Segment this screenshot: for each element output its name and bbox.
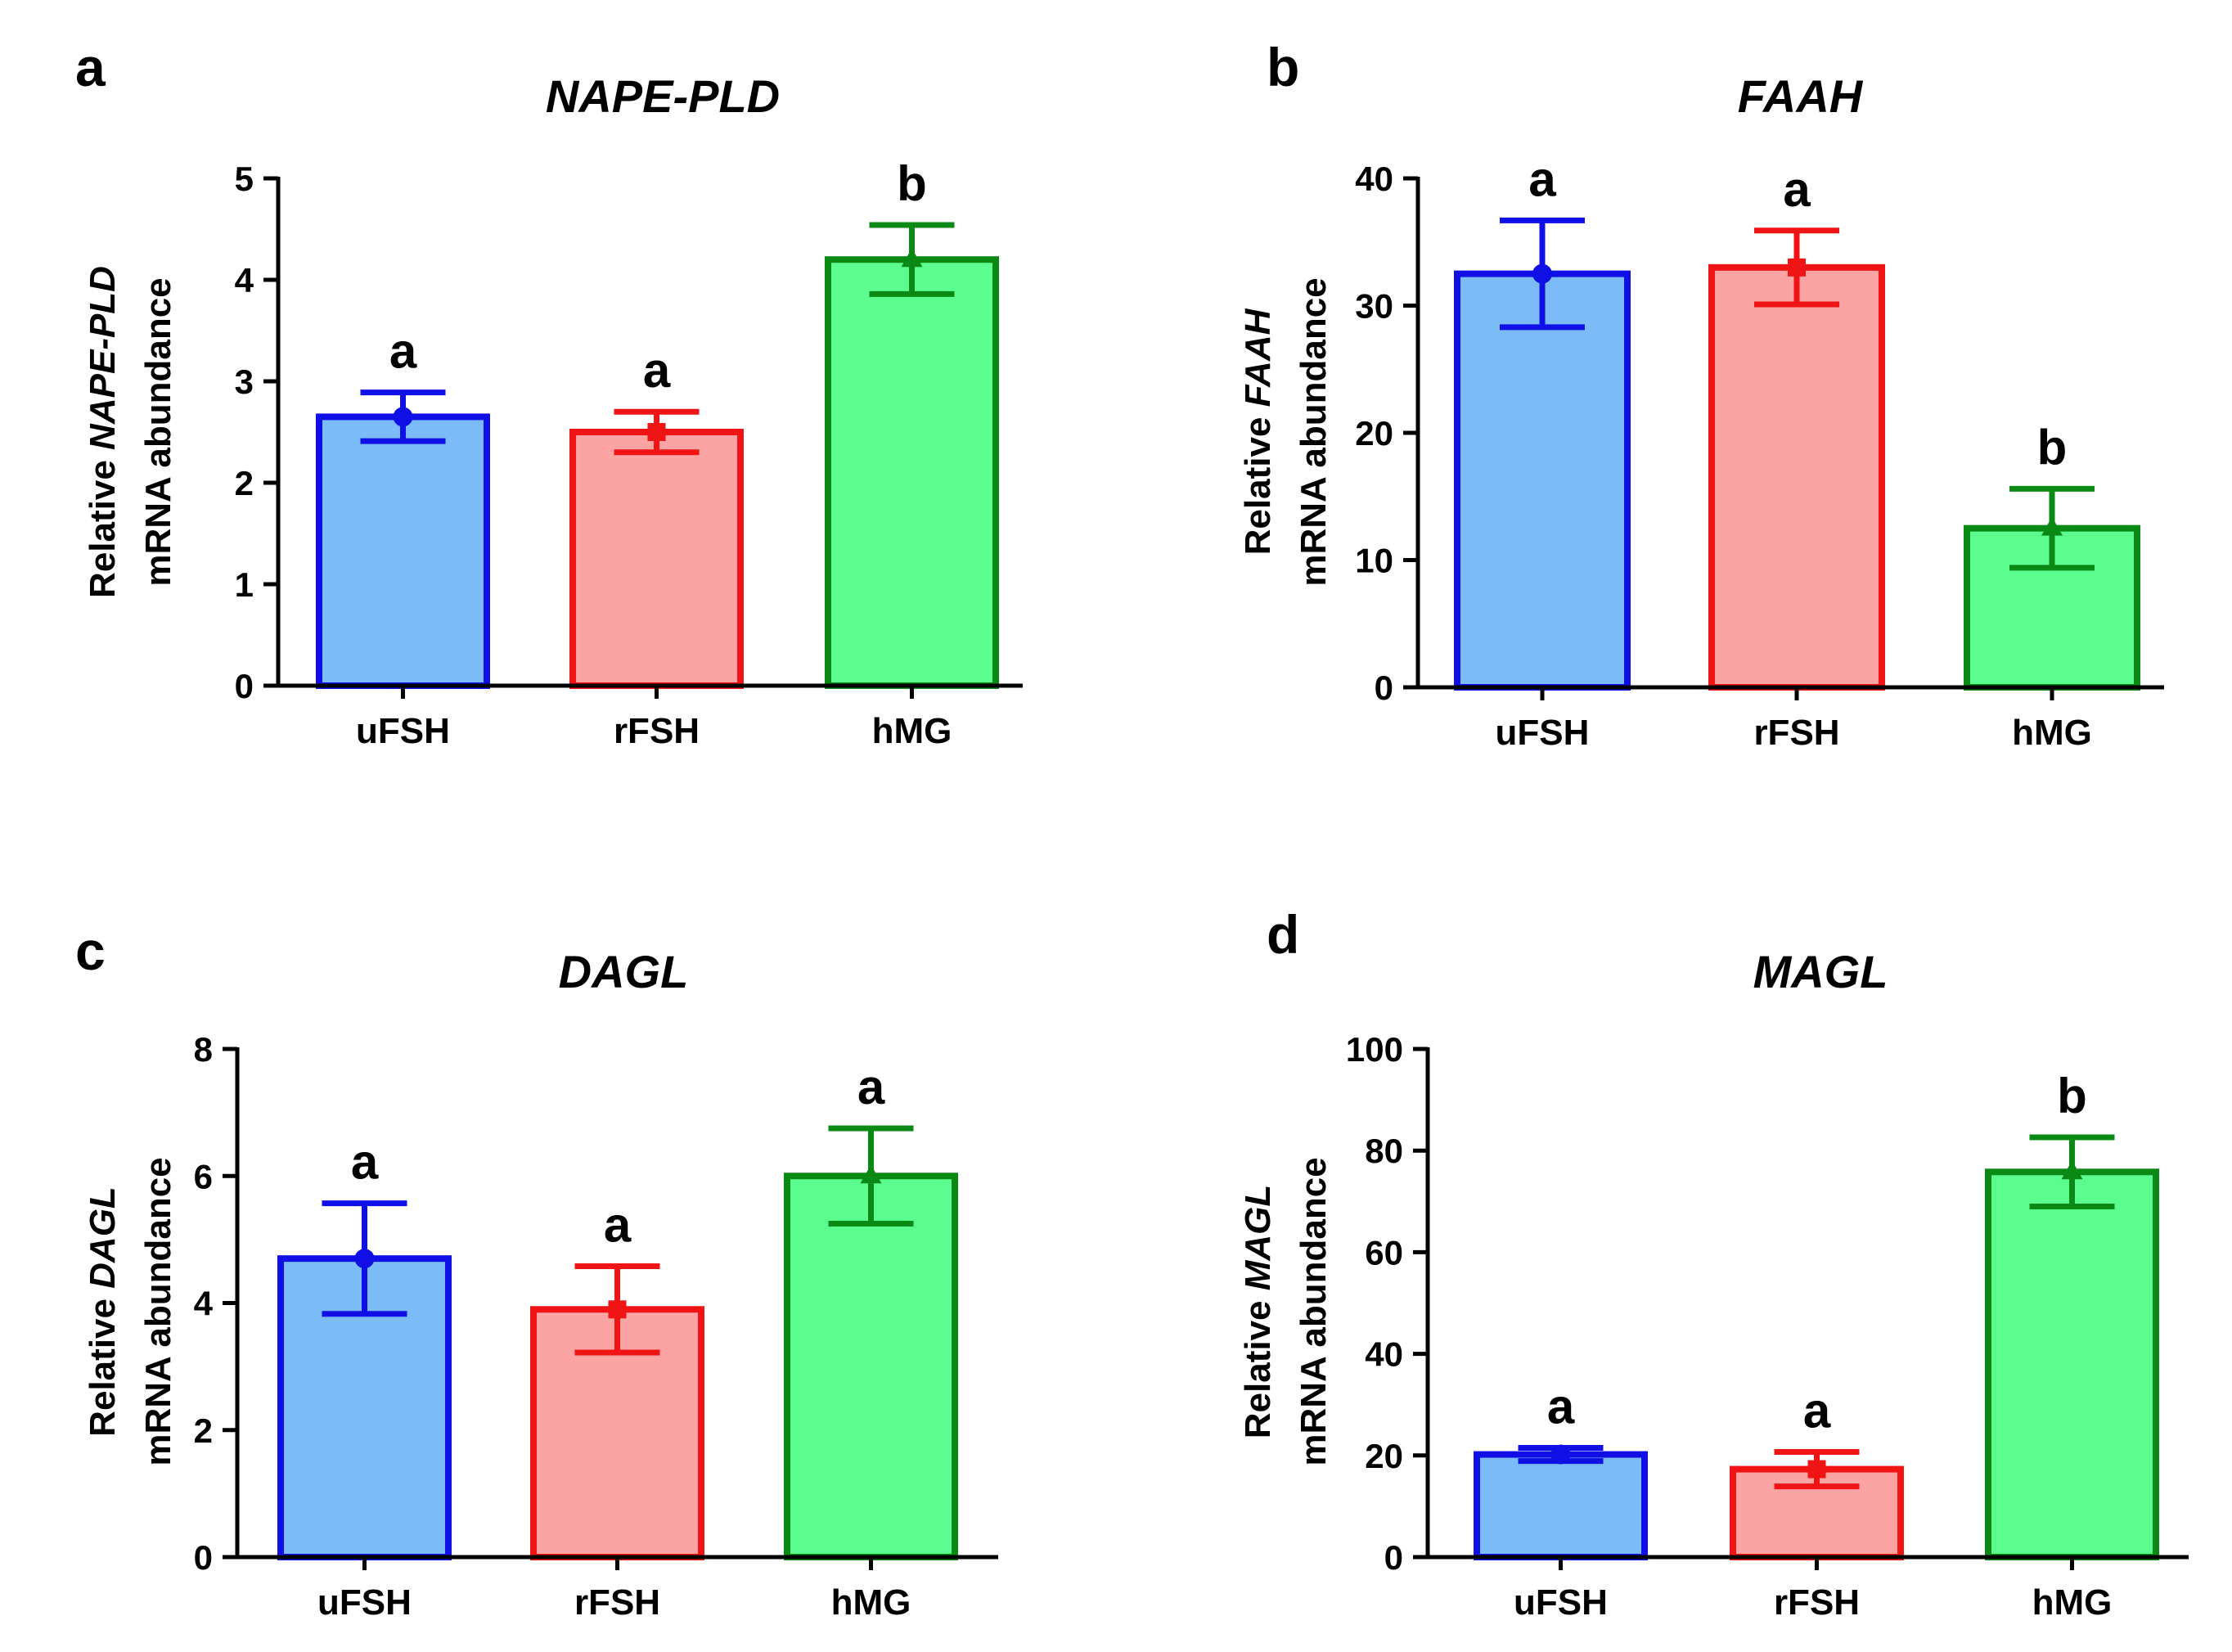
x-tick-label-c-hMG: hMG <box>831 1582 911 1623</box>
y-tick-label-c-4: 8 <box>194 1030 213 1069</box>
x-tick-label-b-rFSH: rFSH <box>1753 713 1839 753</box>
bar-b-uFSH <box>1454 270 1631 691</box>
y-tick-label-b-4: 40 <box>1355 160 1393 198</box>
significance-label-d-uFSH: a <box>1547 1379 1575 1434</box>
y-axis-label-b: Relative FAAH <box>1238 308 1278 555</box>
mean-marker-a-uFSH <box>393 407 413 427</box>
y-tick-label-c-2: 4 <box>194 1285 214 1323</box>
y-axis-label-prefix-b: Relative <box>1238 407 1278 555</box>
x-tick-label-a-hMG: hMG <box>872 711 952 751</box>
y-axis-label-line2-d: mRNA abundance <box>1294 1157 1334 1465</box>
plot-area-c: a uFSH a rFSH a hMG 0 2 4 6 8 <box>194 1030 998 1623</box>
chart-title-d: MAGL <box>1753 946 1888 997</box>
significance-label-a-rFSH: a <box>643 343 671 398</box>
bar-b-rFSH <box>1708 263 1885 691</box>
y-tick-label-d-5: 100 <box>1346 1030 1403 1069</box>
bar-d-hMG <box>1985 1168 2159 1560</box>
y-tick-label-a-1: 1 <box>235 565 254 604</box>
panel-letter-d: d <box>1267 904 1299 965</box>
y-axis-label-line2-c: mRNA abundance <box>138 1157 178 1465</box>
bar-a-uFSH <box>316 413 490 689</box>
y-tick-label-c-1: 2 <box>194 1411 213 1450</box>
y-tick-label-a-3: 3 <box>235 362 254 401</box>
y-axis-label-a: Relative NAPE-PLD <box>83 266 123 598</box>
significance-label-c-rFSH: a <box>604 1197 632 1252</box>
panel-b: b FAAH Relative FAAH mRNA abundance a uFS… <box>1238 37 2164 753</box>
significance-label-b-hMG: b <box>2037 420 2068 475</box>
x-tick-label-a-uFSH: uFSH <box>356 711 450 751</box>
mean-marker-a-rFSH <box>647 423 666 441</box>
y-axis-label-prefix-c: Relative <box>83 1289 123 1437</box>
y-axis-label-prefix-a: Relative <box>83 450 123 598</box>
y-tick-label-d-2: 40 <box>1365 1335 1403 1374</box>
y-tick-label-a-5: 5 <box>235 160 254 198</box>
y-tick-label-b-0: 0 <box>1375 668 1393 707</box>
panel-c: c DAGL Relative DAGL mRNA abundance a uFS… <box>75 921 998 1623</box>
panel-letter-a: a <box>75 37 106 97</box>
y-tick-label-c-0: 0 <box>194 1538 213 1577</box>
x-tick-label-c-rFSH: rFSH <box>574 1582 660 1623</box>
chart-title-b: FAAH <box>1738 70 1864 122</box>
mean-marker-d-rFSH <box>1807 1460 1826 1479</box>
plot-area-b: a uFSH a rFSH b hMG 0 10 20 30 40 <box>1355 151 2164 753</box>
plot-area-d: a uFSH a rFSH b hMG 0 20 40 60 80 100 <box>1346 1030 2189 1623</box>
y-tick-label-d-0: 0 <box>1384 1538 1403 1577</box>
significance-label-a-uFSH: a <box>389 324 417 379</box>
y-tick-label-a-4: 4 <box>235 261 254 299</box>
significance-label-b-uFSH: a <box>1528 151 1556 206</box>
mean-marker-a-hMG <box>901 248 923 268</box>
y-tick-label-b-3: 30 <box>1355 287 1393 326</box>
y-axis-label-gene-d: MAGL <box>1238 1185 1278 1291</box>
chart-title-a: NAPE-PLD <box>546 70 780 122</box>
panel-letter-c: c <box>75 921 106 981</box>
y-axis-label-c: Relative DAGL <box>83 1186 123 1437</box>
plot-area-a: a uFSH a rFSH b hMG 0 1 2 3 4 5 <box>235 156 1023 751</box>
mean-marker-b-hMG <box>2041 516 2063 536</box>
mean-marker-c-rFSH <box>608 1300 627 1319</box>
bar-a-hMG <box>825 256 999 689</box>
y-axis-label-line2-a: mRNA abundance <box>138 277 178 586</box>
bar-a-rFSH <box>569 429 744 689</box>
y-tick-label-b-2: 20 <box>1355 414 1393 452</box>
significance-label-d-hMG: b <box>2057 1069 2087 1123</box>
mean-marker-b-rFSH <box>1788 258 1806 277</box>
mean-marker-c-hMG <box>860 1164 882 1184</box>
significance-label-b-rFSH: a <box>1783 162 1811 217</box>
significance-label-c-uFSH: a <box>351 1135 379 1190</box>
y-axis-label-gene-c: DAGL <box>83 1186 123 1289</box>
x-tick-label-d-uFSH: uFSH <box>1514 1582 1608 1623</box>
mean-marker-b-uFSH <box>1532 263 1552 284</box>
x-tick-label-b-hMG: hMG <box>2012 713 2092 753</box>
panel-a: a NAPE-PLD Relative NAPE-PLD mRNA abunda… <box>75 37 1023 751</box>
x-tick-label-d-rFSH: rFSH <box>1774 1582 1860 1623</box>
chart-title-c: DAGL <box>559 946 689 997</box>
panel-d: d MAGL Relative MAGL mRNA abundance a uFS… <box>1238 904 2189 1623</box>
significance-label-c-hMG: a <box>857 1060 885 1114</box>
x-tick-label-c-uFSH: uFSH <box>317 1582 412 1623</box>
y-axis-label-gene-b: FAAH <box>1238 308 1278 407</box>
x-tick-label-a-rFSH: rFSH <box>614 711 700 751</box>
x-tick-label-b-uFSH: uFSH <box>1496 713 1590 753</box>
panel-letter-b: b <box>1267 37 1299 97</box>
mean-marker-d-uFSH <box>1550 1444 1571 1465</box>
y-axis-label-line2-b: mRNA abundance <box>1294 277 1334 586</box>
y-axis-label-d: Relative MAGL <box>1238 1185 1278 1439</box>
y-tick-label-d-1: 20 <box>1365 1437 1403 1475</box>
y-tick-label-d-4: 80 <box>1365 1132 1403 1170</box>
y-tick-label-b-1: 10 <box>1355 542 1393 580</box>
y-tick-label-a-2: 2 <box>235 464 254 502</box>
significance-label-d-rFSH: a <box>1803 1383 1831 1438</box>
significance-label-a-hMG: b <box>897 156 927 211</box>
y-tick-label-c-3: 6 <box>194 1157 213 1195</box>
bar-d-uFSH <box>1474 1451 1648 1560</box>
mean-marker-d-hMG <box>2061 1160 2083 1180</box>
y-tick-label-d-3: 60 <box>1365 1233 1403 1272</box>
x-tick-label-d-hMG: hMG <box>2032 1582 2113 1623</box>
y-tick-label-a-0: 0 <box>235 667 254 705</box>
mean-marker-c-uFSH <box>354 1249 375 1269</box>
bar-c-hMG <box>784 1173 958 1560</box>
y-axis-label-gene-a: NAPE-PLD <box>83 266 123 450</box>
y-axis-label-prefix-d: Relative <box>1238 1290 1278 1438</box>
